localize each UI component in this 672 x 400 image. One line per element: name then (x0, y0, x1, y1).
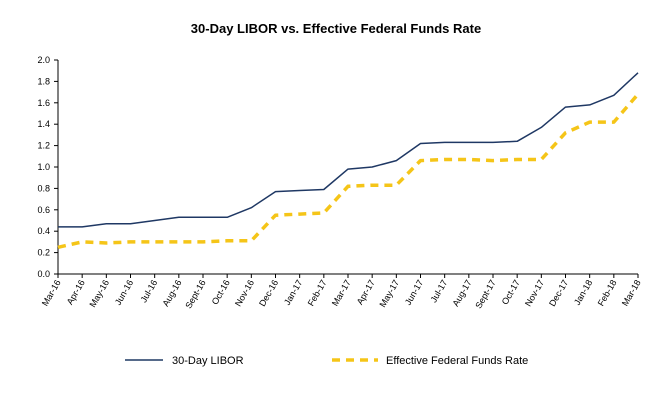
x-tick-label: Mar-17 (330, 278, 353, 308)
legend-label-libor: 30-Day LIBOR (172, 355, 244, 367)
series-layer (57, 72, 640, 250)
series-line-effr (57, 93, 640, 250)
y-tick-label: 0.4 (37, 226, 50, 236)
x-tick-label: Jun-16 (113, 278, 135, 307)
legend: 30-Day LIBOR Effective Federal Funds Rat… (125, 355, 528, 367)
x-tick-label: Jul-17 (428, 278, 449, 304)
y-axis: 0.0 0.2 0.4 0.6 0.8 1.0 1.2 1.4 1.6 1.8 2.0 (37, 55, 59, 279)
y-tick-label: 1.0 (37, 162, 50, 172)
y-tick-label: 0.8 (37, 183, 50, 193)
x-tick-label: Jul-16 (138, 278, 159, 304)
x-tick-label: Jun-17 (403, 278, 425, 307)
y-tick-label: 1.6 (37, 98, 50, 108)
x-tick-label: Feb-17 (306, 278, 329, 308)
legend-label-effr: Effective Federal Funds Rate (386, 355, 528, 367)
x-tick-label: Mar-18 (620, 278, 643, 308)
x-tick-label: Oct-16 (210, 278, 232, 306)
x-tick-label: Jan-18 (572, 278, 594, 307)
x-tick-label: Mar-16 (40, 278, 63, 308)
x-tick-label: Jan-17 (282, 278, 304, 307)
x-tick-label: Dec-16 (257, 278, 280, 308)
y-tick-label: 1.4 (37, 119, 50, 129)
x-tick-label: Sept-17 (473, 278, 497, 310)
x-tick-label: Apr-16 (65, 278, 87, 306)
x-tick-label: Nov-16 (233, 278, 256, 308)
x-tick-label: Apr-17 (355, 278, 377, 306)
x-tick-label: May-17 (377, 278, 401, 309)
y-tick-label: 1.8 (37, 76, 50, 86)
y-tick-label: 0.2 (37, 248, 50, 258)
series-line-libor (58, 72, 639, 228)
x-tick-label: Aug-17 (450, 278, 473, 308)
x-tick-label: Feb-18 (596, 278, 619, 308)
y-tick-label: 2.0 (37, 55, 50, 65)
y-tick-label: 0.6 (37, 205, 50, 215)
x-tick-label: Nov-17 (523, 278, 546, 308)
chart-title: 30-Day LIBOR vs. Effective Federal Funds… (191, 21, 481, 36)
y-tick-label: 0.0 (37, 269, 50, 279)
x-axis: Mar-16 Apr-16 May-16 Jun-16 Jul-16 Aug-16 Sept… (40, 273, 643, 310)
y-tick-label: 1.2 (37, 141, 50, 151)
x-tick-label: May-16 (87, 278, 111, 309)
x-tick-label: Dec-17 (547, 278, 570, 308)
x-tick-label: Sept-16 (183, 278, 207, 310)
x-tick-label: Aug-16 (160, 278, 183, 308)
x-tick-label: Oct-17 (500, 278, 522, 306)
